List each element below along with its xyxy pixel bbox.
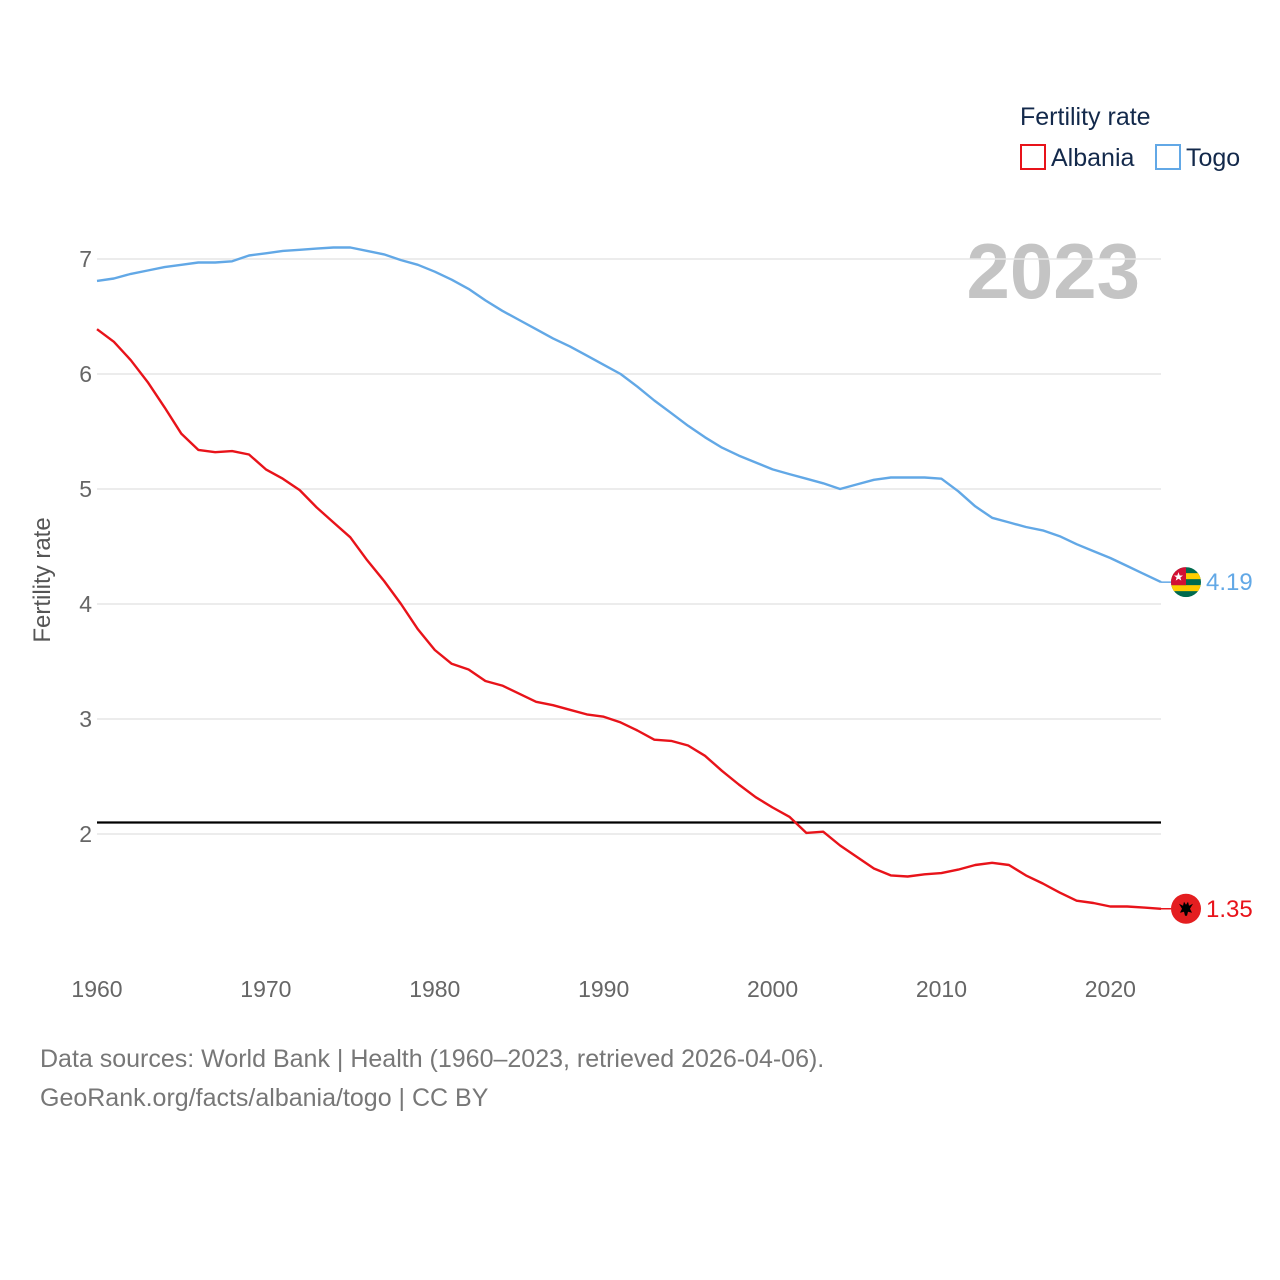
series-line-albania[interactable] bbox=[96, 328, 1162, 910]
y-tick-label: 4 bbox=[79, 591, 92, 617]
togo-end-marker[interactable]: 4.19 bbox=[1161, 567, 1253, 598]
fertility-rate-chart: Fertility rate Albania Togo 2023 Fertili… bbox=[29, 103, 1253, 1002]
x-tick-label: 1990 bbox=[578, 976, 629, 1002]
y-tick-label: 5 bbox=[79, 476, 92, 502]
x-tick-label: 1960 bbox=[71, 976, 122, 1002]
legend-label-togo[interactable]: Togo bbox=[1186, 144, 1240, 172]
footer: Data sources: World Bank | Health (1960–… bbox=[40, 1040, 824, 1118]
x-tick-label: 1980 bbox=[409, 976, 460, 1002]
x-tick-label: 2020 bbox=[1085, 976, 1136, 1002]
albania-flag-icon bbox=[1171, 893, 1201, 924]
x-tick-label: 2010 bbox=[916, 976, 967, 1002]
togo-flag-icon bbox=[1171, 567, 1201, 598]
year-label: 2023 bbox=[966, 227, 1140, 315]
legend-swatch-togo[interactable] bbox=[1155, 144, 1181, 170]
y-tick-label: 2 bbox=[79, 821, 92, 847]
albania-end-value: 1.35 bbox=[1206, 896, 1253, 923]
credit-link[interactable]: GeoRank.org/facts/albania/togo | CC BY bbox=[40, 1084, 489, 1112]
legend: Fertility rate Albania Togo bbox=[1020, 103, 1240, 172]
x-axis-ticks: 1960 1970 1980 1990 2000 2010 2020 bbox=[71, 976, 1136, 1002]
albania-end-marker[interactable]: 1.35 bbox=[1161, 893, 1253, 924]
y-axis-ticks: 2 3 4 5 6 7 bbox=[79, 246, 92, 847]
x-tick-label: 2000 bbox=[747, 976, 798, 1002]
legend-title: Fertility rate bbox=[1020, 103, 1151, 131]
gridlines bbox=[97, 258, 1161, 835]
series-line-togo[interactable] bbox=[96, 246, 1162, 584]
y-tick-label: 7 bbox=[79, 246, 92, 272]
legend-swatch-albania[interactable] bbox=[1020, 144, 1046, 170]
x-tick-label: 1970 bbox=[240, 976, 291, 1002]
series-lines bbox=[96, 246, 1162, 910]
y-tick-label: 3 bbox=[79, 706, 92, 732]
togo-end-value: 4.19 bbox=[1206, 569, 1253, 596]
y-tick-label: 6 bbox=[79, 361, 92, 387]
y-axis-label: Fertility rate bbox=[29, 517, 56, 642]
data-sources-note: Data sources: World Bank | Health (1960–… bbox=[40, 1045, 825, 1073]
legend-label-albania[interactable]: Albania bbox=[1051, 144, 1134, 172]
